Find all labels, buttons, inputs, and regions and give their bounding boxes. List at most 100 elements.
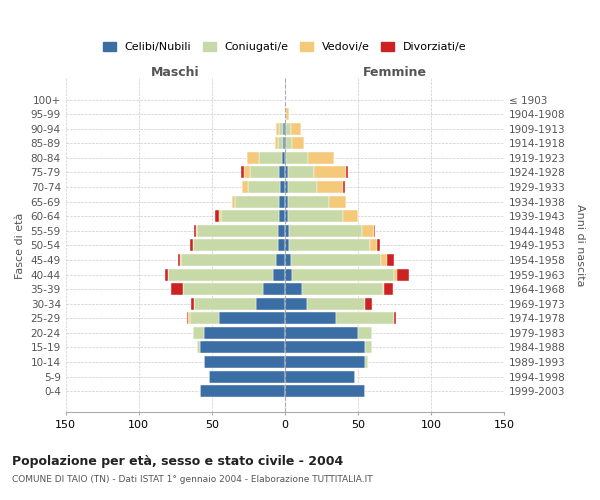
Bar [205, 327, 285, 339]
Bar [179, 254, 181, 266]
Bar [178, 254, 179, 266]
Legend: Celibi/Nubili, Coniugati/e, Vedovi/e, Divorziati/e: Celibi/Nubili, Coniugati/e, Vedovi/e, Di… [98, 37, 472, 56]
Bar [394, 312, 396, 324]
Bar [205, 356, 285, 368]
Bar [286, 152, 308, 164]
Bar [381, 254, 387, 266]
Bar [285, 240, 289, 252]
Bar [288, 196, 329, 207]
Bar [285, 342, 365, 353]
Bar [374, 225, 376, 236]
Bar [290, 122, 301, 134]
Bar [278, 138, 283, 149]
Bar [285, 166, 288, 178]
Bar [250, 166, 279, 178]
Bar [285, 370, 355, 382]
Bar [285, 108, 286, 120]
Bar [221, 210, 279, 222]
Bar [370, 240, 377, 252]
Bar [365, 356, 368, 368]
Text: COMUNE DI TAIO (TN) - Dati ISTAT 1° gennaio 2004 - Elaborazione TUTTITALIA.IT: COMUNE DI TAIO (TN) - Dati ISTAT 1° genn… [12, 475, 373, 484]
Bar [384, 283, 393, 295]
Bar [365, 342, 373, 353]
Bar [285, 210, 288, 222]
Bar [182, 283, 263, 295]
Bar [209, 370, 285, 382]
Bar [288, 210, 343, 222]
Bar [197, 342, 200, 353]
Bar [285, 181, 288, 193]
Bar [308, 152, 334, 164]
Bar [365, 298, 373, 310]
Bar [181, 254, 276, 266]
Bar [317, 181, 343, 193]
Bar [343, 210, 358, 222]
Bar [343, 181, 345, 193]
Bar [244, 166, 250, 178]
Bar [168, 268, 273, 280]
Bar [286, 122, 290, 134]
Y-axis label: Anni di nascita: Anni di nascita [575, 204, 585, 286]
Bar [200, 342, 285, 353]
Text: Popolazione per età, sesso e stato civile - 2004: Popolazione per età, sesso e stato civil… [12, 455, 343, 468]
Bar [279, 122, 283, 134]
Text: Femmine: Femmine [362, 66, 427, 79]
Bar [285, 138, 286, 149]
Bar [383, 283, 384, 295]
Bar [285, 254, 290, 266]
Bar [273, 268, 285, 280]
Bar [292, 138, 304, 149]
Y-axis label: Fasce di età: Fasce di età [15, 212, 25, 278]
Bar [279, 210, 285, 222]
Bar [278, 240, 285, 252]
Bar [248, 181, 280, 193]
Bar [302, 283, 383, 295]
Bar [285, 312, 336, 324]
Bar [289, 225, 362, 236]
Bar [275, 138, 278, 149]
Bar [285, 152, 286, 164]
Bar [285, 268, 292, 280]
Bar [285, 283, 302, 295]
Bar [194, 298, 256, 310]
Bar [191, 298, 194, 310]
Bar [280, 181, 285, 193]
Bar [263, 283, 285, 295]
Bar [288, 181, 317, 193]
Bar [187, 312, 188, 324]
Bar [197, 225, 278, 236]
Bar [285, 327, 358, 339]
Bar [285, 225, 289, 236]
Bar [232, 196, 235, 207]
Bar [397, 268, 409, 280]
Bar [241, 166, 244, 178]
Bar [190, 240, 193, 252]
Bar [285, 196, 288, 207]
Text: Maschi: Maschi [151, 66, 200, 79]
Bar [171, 283, 182, 295]
Bar [336, 312, 394, 324]
Bar [193, 327, 205, 339]
Bar [285, 356, 365, 368]
Bar [329, 196, 346, 207]
Bar [279, 196, 285, 207]
Bar [276, 254, 285, 266]
Bar [362, 225, 374, 236]
Bar [188, 312, 190, 324]
Bar [394, 268, 397, 280]
Bar [285, 385, 365, 397]
Bar [200, 385, 285, 397]
Bar [288, 166, 314, 178]
Bar [165, 268, 168, 280]
Bar [282, 152, 285, 164]
Bar [307, 298, 365, 310]
Bar [387, 254, 394, 266]
Bar [279, 166, 285, 178]
Bar [193, 240, 278, 252]
Bar [278, 225, 285, 236]
Bar [219, 210, 221, 222]
Bar [196, 225, 197, 236]
Bar [276, 122, 279, 134]
Bar [242, 181, 248, 193]
Bar [194, 225, 196, 236]
